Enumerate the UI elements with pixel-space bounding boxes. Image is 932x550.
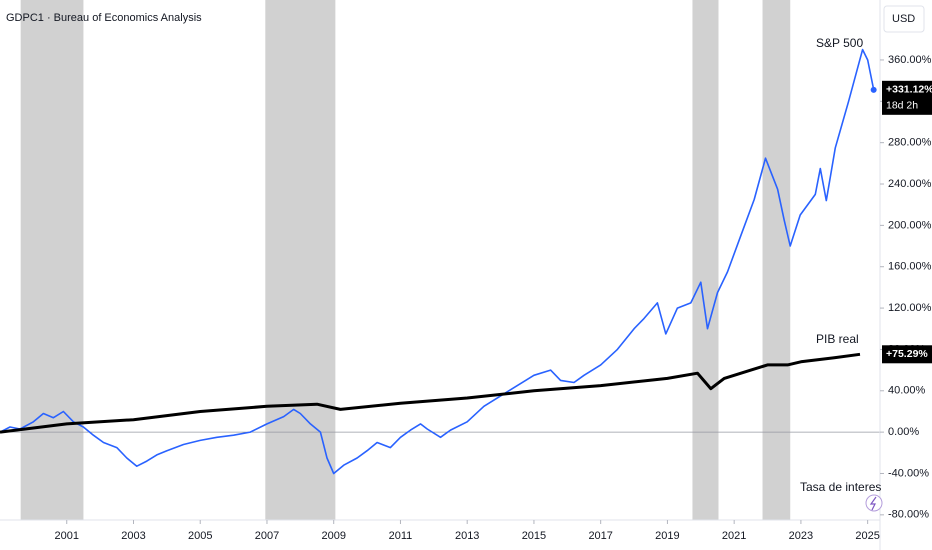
y-tick-label: 200.00% xyxy=(888,219,932,231)
series-line xyxy=(0,352,861,434)
recession-band xyxy=(692,0,719,520)
last-point xyxy=(870,86,877,93)
plot xyxy=(0,0,880,520)
x-tick-label: 2011 xyxy=(389,530,413,542)
recession-band xyxy=(762,0,791,520)
annotation: Tasa de interes xyxy=(800,480,881,494)
x-tick-label: 2025 xyxy=(855,530,879,542)
y-tick-label: 0.00% xyxy=(888,426,919,438)
countdown: 18d 2h xyxy=(886,100,918,112)
x-tick-label: 2023 xyxy=(789,530,813,542)
y-tick-label: 40.00% xyxy=(888,385,926,397)
y-tick-label: 160.00% xyxy=(888,261,932,273)
x-tick-label: 2009 xyxy=(321,530,345,542)
recession-band xyxy=(265,0,336,520)
annotation: S&P 500 xyxy=(816,36,863,50)
y-tick-label: -80.00% xyxy=(888,509,929,521)
x-tick-label: 2007 xyxy=(255,530,279,542)
series-line xyxy=(0,48,875,475)
icon xyxy=(865,494,883,512)
currency-button[interactable] xyxy=(883,5,925,33)
x-tick-label: 2005 xyxy=(188,530,212,542)
y-tick-label: 240.00% xyxy=(888,178,932,190)
recession-band xyxy=(20,0,84,520)
last-value-label: +75.29% xyxy=(886,348,928,360)
last-value-label: +331.12% xyxy=(886,84,932,96)
annotation: PIB real xyxy=(816,332,859,346)
y-tick-label: 360.00% xyxy=(888,54,932,66)
chart-title: GDPC1 · Bureau of Economics Analysis xyxy=(6,12,202,24)
x-tick-label: 2015 xyxy=(522,530,546,542)
x-tick-label: 2003 xyxy=(121,530,145,542)
y-tick-label: 280.00% xyxy=(888,137,932,149)
x-tick-label: 2013 xyxy=(455,530,479,542)
last-value-box xyxy=(882,345,932,364)
y-tick-label: 120.00% xyxy=(888,302,932,314)
icon xyxy=(869,496,877,511)
currency[interactable]: USD xyxy=(892,13,915,25)
x-tick-label: 2017 xyxy=(588,530,612,542)
x-tick-label: 2021 xyxy=(722,530,746,542)
x-tick-label: 2019 xyxy=(655,530,679,542)
x-tick-label: 2001 xyxy=(55,530,79,542)
y-tick-label: -40.00% xyxy=(888,467,929,479)
last-value-box xyxy=(882,80,932,115)
